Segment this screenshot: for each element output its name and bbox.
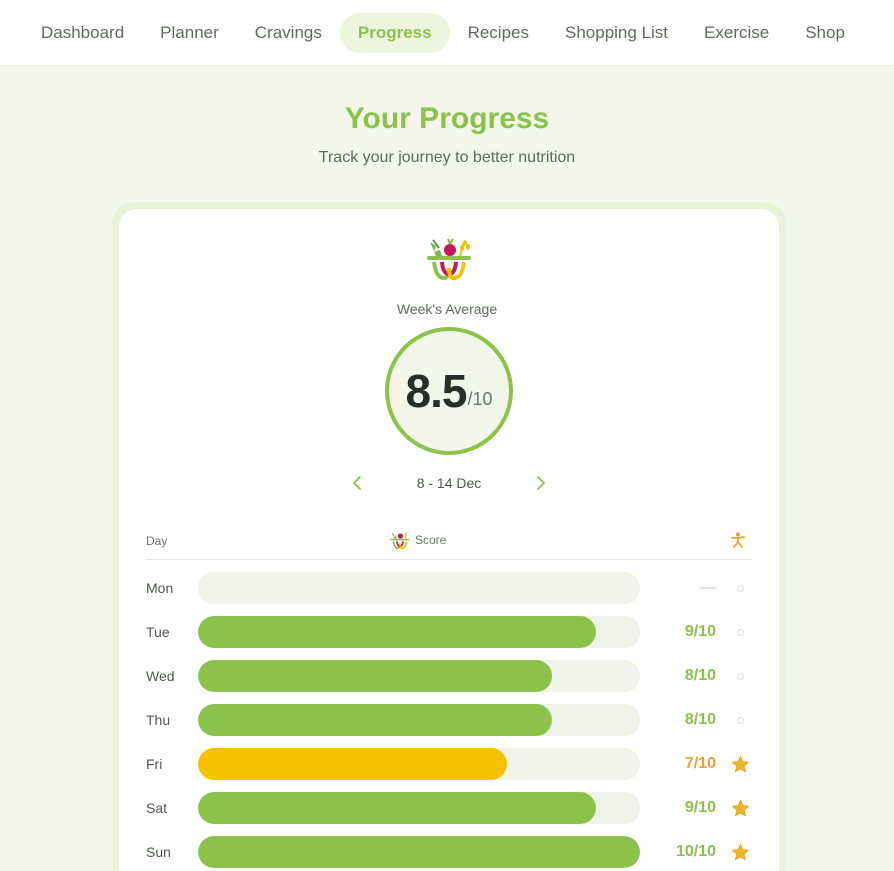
top-nav: Dashboard Planner Cravings Progress Recipes S…: [0, 0, 894, 66]
chevron-left-icon[interactable]: [344, 470, 370, 496]
table-row: Tue 9/10: [146, 616, 752, 648]
row-day: Thu: [146, 712, 171, 728]
score-bar-track: [198, 704, 640, 736]
row-day: Sun: [146, 844, 171, 860]
nav-progress[interactable]: Progress: [339, 12, 450, 53]
table-row: Sat 9/10: [146, 792, 752, 824]
empty-circle-icon: [730, 622, 750, 642]
nav-shopping-list[interactable]: Shopping List: [565, 22, 669, 42]
nav-dashboard[interactable]: Dashboard: [41, 22, 125, 42]
basket-logo-icon: [424, 236, 474, 282]
week-navigator: 8 - 14 Dec: [344, 470, 554, 496]
row-score: 7/10: [684, 755, 716, 772]
score-bar-fill: [198, 616, 596, 648]
row-day: Sat: [146, 800, 168, 816]
row-day: Tue: [146, 624, 170, 640]
score-bar-fill: [198, 748, 508, 780]
nav-recipes[interactable]: Recipes: [467, 22, 529, 42]
nav-cravings[interactable]: Cravings: [254, 22, 322, 42]
score-bar-track: [198, 836, 640, 868]
empty-circle-icon: [730, 710, 750, 730]
nav-planner[interactable]: Planner: [160, 22, 219, 42]
score-bar-track: [198, 660, 640, 692]
header-day: Day: [146, 534, 168, 548]
score-bar-track: [198, 792, 640, 824]
table-row: Mon —: [146, 572, 752, 604]
star-icon: [730, 754, 750, 774]
week-average-label: Week's Average: [396, 301, 498, 317]
score-bar-track: [198, 572, 640, 604]
row-score: 9/10: [684, 623, 716, 640]
average-score-denominator: /10: [467, 388, 493, 409]
table-row: Sun 10/10: [146, 836, 752, 868]
row-day: Fri: [146, 756, 163, 772]
page-subtitle: Track your journey to better nutrition: [318, 149, 576, 166]
row-day: Wed: [146, 668, 175, 684]
empty-circle-icon: [730, 666, 750, 686]
row-score: 8/10: [684, 711, 716, 728]
nav-exercise[interactable]: Exercise: [704, 22, 770, 42]
week-range: 8 - 14 Dec: [416, 475, 482, 491]
header-score: Score: [389, 530, 446, 550]
empty-circle-icon: [730, 578, 750, 598]
table-header: Day Score: [146, 528, 752, 560]
person-exercise-icon: [731, 532, 745, 553]
average-score-value: 8.5: [405, 365, 468, 417]
table-row: Wed 8/10: [146, 660, 752, 692]
score-bar-fill: [198, 660, 552, 692]
page-title: Your Progress: [344, 102, 550, 135]
table-row: Thu 8/10: [146, 704, 752, 736]
score-bar-track: [198, 748, 640, 780]
score-bar-fill: [198, 836, 640, 868]
star-icon: [730, 842, 750, 862]
row-score: 8/10: [684, 667, 716, 684]
basket-small-icon: [390, 532, 410, 550]
row-day: Mon: [146, 580, 174, 596]
average-score-ring: 8.5 /10: [385, 327, 513, 455]
nav-shop[interactable]: Shop: [805, 22, 845, 42]
star-icon: [730, 798, 750, 818]
row-score: 10/10: [675, 843, 716, 860]
score-bar-fill: [198, 792, 596, 824]
chevron-right-icon[interactable]: [528, 470, 554, 496]
table-row: Fri 7/10: [146, 748, 752, 780]
score-bar-track: [198, 616, 640, 648]
row-score: —: [700, 579, 716, 596]
score-bar-fill: [198, 704, 552, 736]
header-score-label: Score: [415, 533, 447, 547]
row-score: 9/10: [684, 799, 716, 816]
